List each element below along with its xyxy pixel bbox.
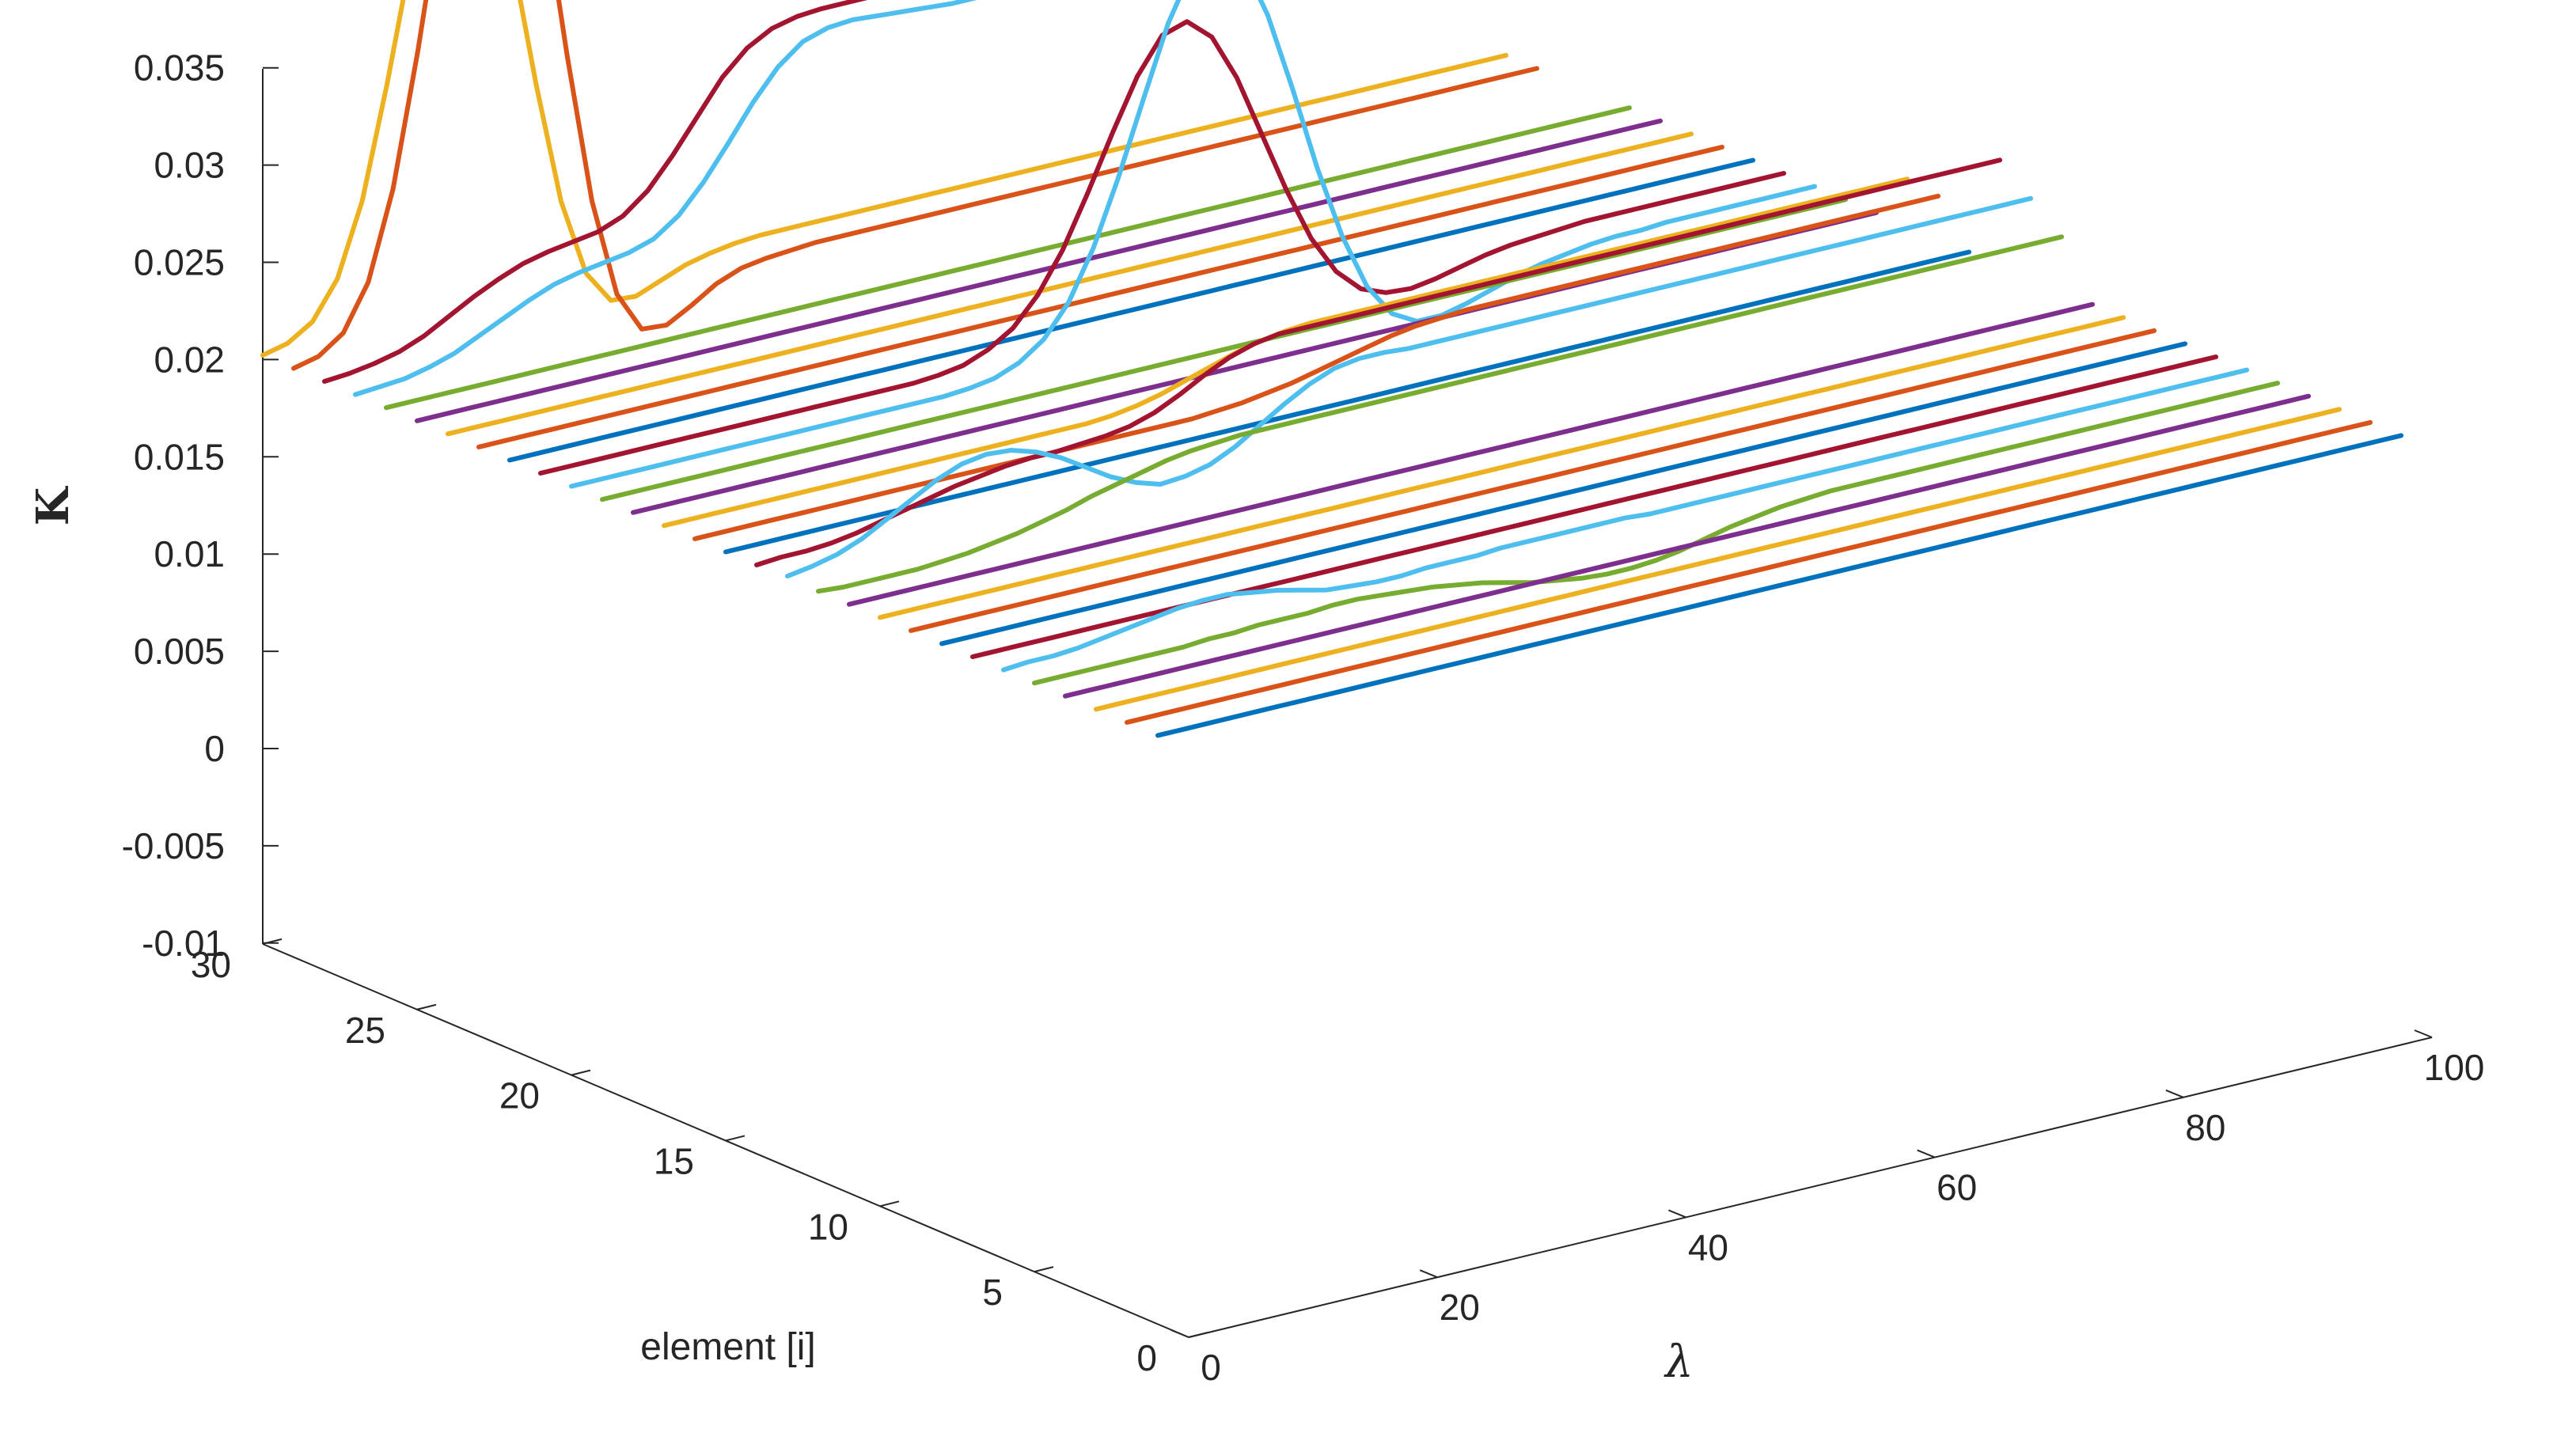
chart-tick-labels: -0.01 -0.005 0 0.005 0.01 0.015 0.02 0.025 0.03 0… <box>122 47 2485 1388</box>
series-line-element-5 <box>1032 381 2280 686</box>
element-axis-title: element [i] <box>640 1326 815 1368</box>
series-line-element-25 <box>415 118 1663 423</box>
series-line-element-24 <box>446 131 1694 437</box>
lambda-tick-label: 100 <box>2424 1047 2485 1088</box>
lambda-tick-mark <box>2414 1029 2433 1038</box>
series-line-element-20 <box>569 0 1817 489</box>
k-tick-label: 0.025 <box>134 242 225 283</box>
lambda-tick-label: 40 <box>1688 1226 1728 1268</box>
series-line-element-23 <box>476 144 1724 449</box>
element-tick-label: 0 <box>1136 1337 1157 1378</box>
series-line-element-27 <box>353 0 977 397</box>
lambda-tick-label: 60 <box>1937 1167 1977 1208</box>
k-tick-label: 0.015 <box>134 436 225 477</box>
series-line-element-10 <box>878 315 2126 620</box>
series-line-element-1 <box>1155 433 2403 738</box>
k-tick-label: 0 <box>204 728 225 769</box>
k-tick-label: 0.005 <box>134 631 225 672</box>
series-line-element-3 <box>1094 407 2342 712</box>
lambda-axis-line <box>1188 1037 2433 1338</box>
chart-axes <box>262 69 2433 1338</box>
element-tick-label: 25 <box>345 1010 385 1051</box>
series-line-element-26 <box>384 105 1632 411</box>
series-line-element-14 <box>754 157 2002 567</box>
series-line-element-22 <box>507 157 1755 463</box>
chart-ticks <box>262 66 2433 1338</box>
element-tick-mark <box>1188 1332 1208 1338</box>
element-tick-mark <box>416 1003 437 1010</box>
element-tick-label: 10 <box>808 1206 848 1247</box>
element-tick-mark <box>571 1069 591 1076</box>
lambda-axis-title: λ <box>1664 1336 1694 1388</box>
lambda-tick-label: 80 <box>2185 1107 2225 1148</box>
lambda-tick-mark <box>1170 1329 1189 1338</box>
series-line-element-13 <box>785 195 2033 579</box>
element-tick-label: 30 <box>191 944 231 985</box>
lambda-tick-mark <box>1668 1209 1686 1219</box>
element-tick-mark <box>879 1200 900 1207</box>
k-tick-label: -0.005 <box>122 825 225 866</box>
element-axis-line <box>262 943 1189 1338</box>
chart-series-lines <box>260 0 2403 738</box>
k-tick-label: 0.03 <box>154 145 225 186</box>
k-tick-label: 0.01 <box>154 533 225 574</box>
series-line-element-9 <box>909 328 2157 633</box>
series-line-element-4 <box>1063 393 2311 699</box>
series-line-element-12 <box>816 234 2064 594</box>
series-line-element-28 <box>322 0 868 384</box>
lambda-tick-mark <box>2165 1089 2184 1098</box>
element-tick-mark <box>262 938 283 945</box>
series-line-element-16 <box>692 193 1941 541</box>
element-tick-label: 5 <box>982 1272 1003 1313</box>
lambda-tick-label: 0 <box>1201 1347 1221 1388</box>
series-line-element-8 <box>939 341 2187 646</box>
lambda-tick-label: 20 <box>1440 1287 1480 1328</box>
k-tick-label: 0.035 <box>134 47 225 89</box>
element-tick-label: 15 <box>654 1140 694 1181</box>
lambda-tick-mark <box>1419 1269 1438 1279</box>
series-line-element-15 <box>723 249 1971 555</box>
k-axis-title: K <box>27 485 79 525</box>
k-tick-label: -0.01 <box>142 923 225 964</box>
element-tick-label: 20 <box>499 1075 540 1116</box>
element-tick-mark <box>725 1135 745 1142</box>
series-line-element-2 <box>1125 419 2373 725</box>
series-line-element-29 <box>291 0 1539 371</box>
series-line-element-6 <box>1001 367 2249 673</box>
lambda-tick-mark <box>1917 1149 1935 1158</box>
k-tick-label: 0.02 <box>154 339 225 380</box>
element-tick-mark <box>1034 1266 1054 1273</box>
series-line-element-11 <box>847 301 2095 607</box>
